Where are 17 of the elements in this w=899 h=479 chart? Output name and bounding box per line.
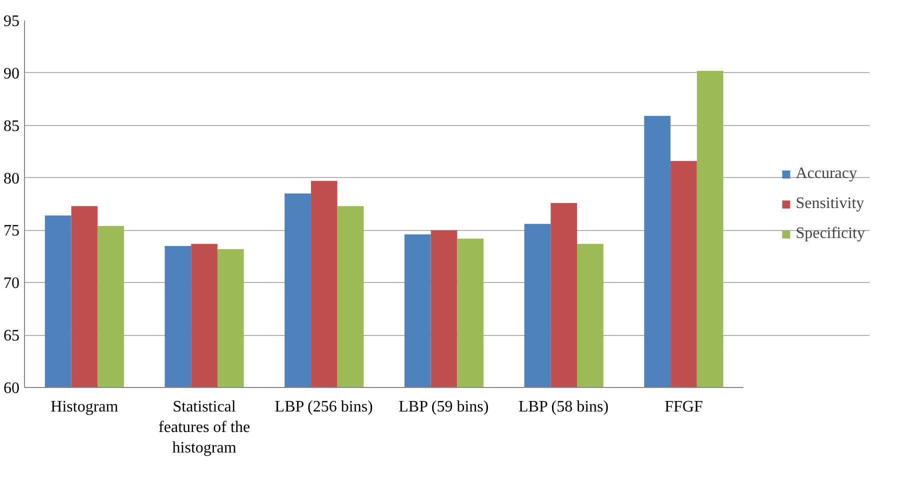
y-tick-label: 90 bbox=[4, 65, 20, 82]
y-tick-label: 75 bbox=[4, 222, 20, 240]
x-tick-label: FFGF bbox=[664, 398, 703, 416]
y-tick-label: 60 bbox=[4, 380, 20, 397]
x-tick-label: LBP (58 bins) bbox=[518, 398, 609, 416]
y-tick-label: 85 bbox=[4, 118, 20, 135]
x-tick-label: LBP (256 bins) bbox=[274, 398, 373, 416]
y-tick-label: 95 bbox=[4, 13, 20, 30]
legend-label: Accuracy bbox=[796, 164, 857, 182]
y-tick-label: 70 bbox=[4, 275, 20, 292]
y-tick-label: 80 bbox=[4, 170, 20, 188]
y-tick-label: 65 bbox=[4, 328, 20, 345]
x-tick-label: LBP (59 bins) bbox=[398, 398, 489, 416]
x-tick-label: Statistical features of the histogram bbox=[158, 398, 250, 456]
x-tick-label: Histogram bbox=[50, 398, 119, 416]
legend-label: Sensitivity bbox=[796, 194, 864, 212]
legend-label: Specificity bbox=[796, 224, 865, 242]
